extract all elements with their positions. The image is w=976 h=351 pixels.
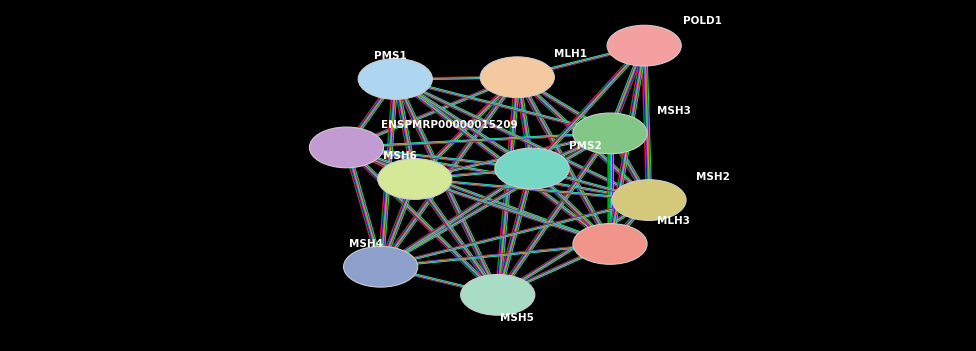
- Text: MSH4: MSH4: [349, 239, 383, 249]
- Text: MSH2: MSH2: [696, 172, 729, 182]
- Text: PMS2: PMS2: [569, 141, 602, 151]
- Ellipse shape: [358, 59, 432, 99]
- Text: MSH6: MSH6: [384, 151, 417, 161]
- Ellipse shape: [480, 57, 554, 98]
- Text: ENSPMRP00000015209: ENSPMRP00000015209: [381, 120, 517, 130]
- Ellipse shape: [378, 159, 452, 199]
- Text: MLH1: MLH1: [554, 49, 588, 59]
- Ellipse shape: [461, 274, 535, 315]
- Text: PMS1: PMS1: [374, 51, 407, 61]
- Text: MLH3: MLH3: [657, 216, 690, 226]
- Ellipse shape: [573, 224, 647, 264]
- Ellipse shape: [573, 113, 647, 154]
- Ellipse shape: [607, 25, 681, 66]
- Text: MSH3: MSH3: [657, 106, 690, 115]
- Text: MSH5: MSH5: [501, 313, 534, 323]
- Ellipse shape: [495, 148, 569, 189]
- Ellipse shape: [309, 127, 384, 168]
- Ellipse shape: [344, 246, 418, 287]
- Text: POLD1: POLD1: [683, 16, 722, 26]
- Ellipse shape: [612, 180, 686, 220]
